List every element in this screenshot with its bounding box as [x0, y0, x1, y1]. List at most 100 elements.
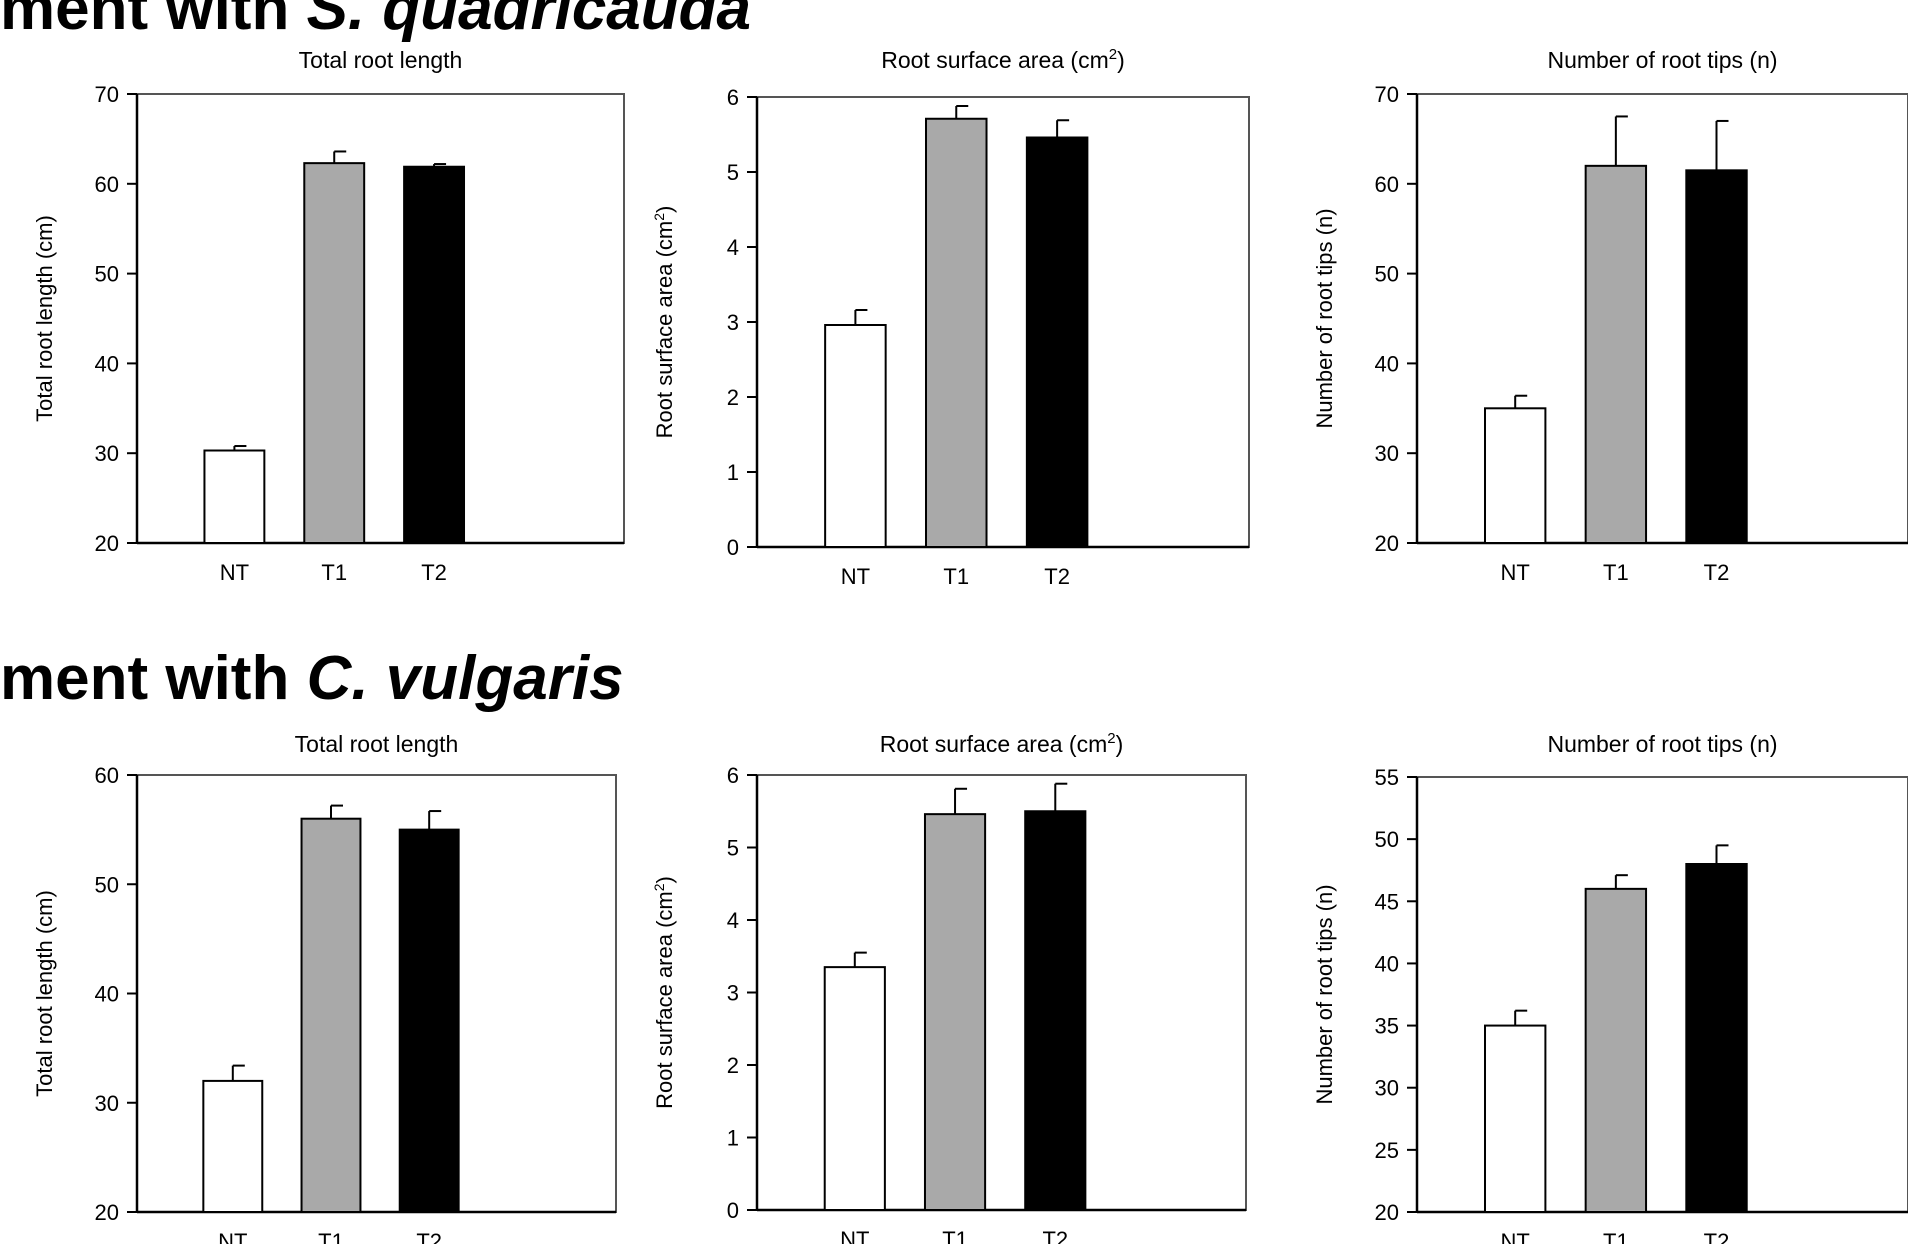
y-tick-label: 50: [95, 872, 119, 897]
row-heading-s-quadricauda: ment with S. quadricauda: [0, 0, 751, 40]
y-tick-label: 3: [727, 981, 739, 1006]
y-tick-label: 1: [727, 460, 739, 485]
y-axis-label-superscript: 2: [651, 213, 667, 221]
y-tick-label: 30: [95, 1091, 119, 1116]
bar-t1: [1584, 887, 1648, 1213]
y-axis-label-close: ): [652, 206, 677, 213]
row-heading-c-vulgaris: ment with C. vulgaris: [0, 648, 624, 710]
y-tick-label: 50: [1375, 262, 1399, 287]
y-tick-label: 3: [727, 310, 739, 335]
y-tick-label: 5: [727, 836, 739, 861]
y-tick-label: 0: [727, 535, 739, 560]
y-axis-label-text: Number of root tips (n): [1312, 884, 1337, 1104]
y-tick-label: 40: [95, 351, 119, 376]
panel-title-text: Root surface area (cm: [881, 47, 1109, 73]
x-category-label: NT: [1501, 1229, 1530, 1244]
y-tick-label: 20: [95, 1200, 119, 1225]
y-tick-label: 20: [1375, 1200, 1399, 1225]
y-tick-label: 30: [95, 441, 119, 466]
y-tick-label: 20: [1375, 531, 1399, 556]
x-category-label: T1: [942, 1227, 968, 1244]
y-tick-label: 4: [727, 235, 739, 260]
y-tick-label: 60: [95, 763, 119, 788]
y-tick-label: 50: [1375, 827, 1399, 852]
chart-panel-1: Total root length 20 30 40 50 60 70 Total root …: [32, 47, 625, 585]
bar-t2: [398, 828, 460, 1213]
y-axis-label: Root surface area (cm2): [651, 206, 677, 439]
y-axis-label: Number of root tips (n): [1312, 884, 1337, 1104]
x-category-label: T1: [943, 564, 969, 589]
y-tick-label: 70: [95, 82, 119, 107]
bar-t2: [1024, 810, 1087, 1211]
bar-nt: [1484, 1024, 1547, 1213]
bar-t1: [925, 117, 988, 548]
panel-title-text: Total root length: [295, 731, 459, 757]
x-category-label: NT: [218, 1229, 247, 1244]
y-axis-label: Number of root tips (n): [1312, 208, 1337, 428]
x-category-label: T1: [1603, 1229, 1629, 1244]
y-tick-label: 6: [727, 763, 739, 788]
y-tick-label: 2: [727, 385, 739, 410]
heading-species: S. quadricauda: [306, 0, 752, 43]
x-category-label: T2: [421, 560, 447, 585]
y-tick-label: 30: [1375, 441, 1399, 466]
chart-panel-3: Number of root tips (n) 20 30 40 50 60 70 Numbe…: [1312, 47, 1908, 585]
panel-title-close: ): [1116, 731, 1124, 757]
y-tick-label: 6: [727, 85, 739, 110]
x-category-label: T1: [1603, 560, 1629, 585]
y-tick-label: 60: [1375, 172, 1399, 197]
y-tick-label: 40: [1375, 951, 1399, 976]
y-tick-label: 4: [727, 908, 739, 933]
panel-title-text: Root surface area (cm: [880, 731, 1108, 757]
bar-t2: [403, 165, 466, 544]
panel-title-close: ): [1117, 47, 1125, 73]
bar-t2: [1025, 136, 1089, 548]
y-tick-label: 25: [1375, 1138, 1399, 1163]
y-axis-label: Root surface area (cm2): [651, 876, 677, 1109]
y-tick-label: 60: [95, 172, 119, 197]
y-tick-label: 70: [1375, 82, 1399, 107]
y-axis-label-text: Root surface area (cm: [652, 891, 677, 1109]
y-tick-label: 55: [1375, 765, 1399, 790]
x-category-label: T2: [1044, 564, 1070, 589]
y-axis-label: Total root length (cm): [32, 890, 57, 1097]
bar-nt: [202, 1079, 264, 1214]
panel-title-superscript: 2: [1109, 46, 1117, 63]
x-category-label: NT: [841, 564, 870, 589]
panel-title: Root surface area (cm2): [880, 730, 1124, 757]
y-tick-label: 35: [1375, 1014, 1399, 1039]
x-category-label: T2: [1704, 560, 1730, 585]
x-category-label: NT: [840, 1227, 869, 1244]
x-category-label: NT: [220, 560, 249, 585]
heading-prefix: ment with: [0, 0, 307, 43]
panel-title-text: Number of root tips (n): [1547, 47, 1777, 73]
y-tick-label: 2: [727, 1053, 739, 1078]
bar-t1: [303, 162, 366, 544]
bar-t2: [1685, 863, 1748, 1213]
panel-title-superscript: 2: [1107, 730, 1115, 747]
heading-prefix: ment with: [0, 644, 307, 713]
y-tick-label: 50: [95, 262, 119, 287]
y-axis-label-text: Total root length (cm): [32, 890, 57, 1097]
x-category-label: T2: [1042, 1227, 1068, 1244]
y-tick-label: 0: [727, 1198, 739, 1223]
y-axis-label-text: Number of root tips (n): [1312, 208, 1337, 428]
y-tick-label: 40: [95, 982, 119, 1007]
y-tick-label: 5: [727, 160, 739, 185]
y-tick-label: 45: [1375, 889, 1399, 914]
bar-nt: [823, 966, 886, 1211]
y-tick-label: 40: [1375, 351, 1399, 376]
y-axis-label-close: ): [652, 876, 677, 883]
bar-nt: [824, 324, 887, 548]
heading-species: C. vulgaris: [306, 644, 624, 713]
y-axis-label-text: Total root length (cm): [32, 215, 57, 422]
panel-title: Number of root tips (n): [1547, 47, 1777, 73]
panel-title: Root surface area (cm2): [881, 46, 1125, 73]
x-category-label: T1: [321, 560, 347, 585]
chart-panel-4: Total root length 20 30 40 50 60 Total root le…: [32, 731, 617, 1244]
panel-title-text: Total root length: [299, 47, 463, 73]
y-axis-label: Total root length (cm): [32, 215, 57, 422]
y-axis-label-superscript: 2: [651, 883, 667, 891]
